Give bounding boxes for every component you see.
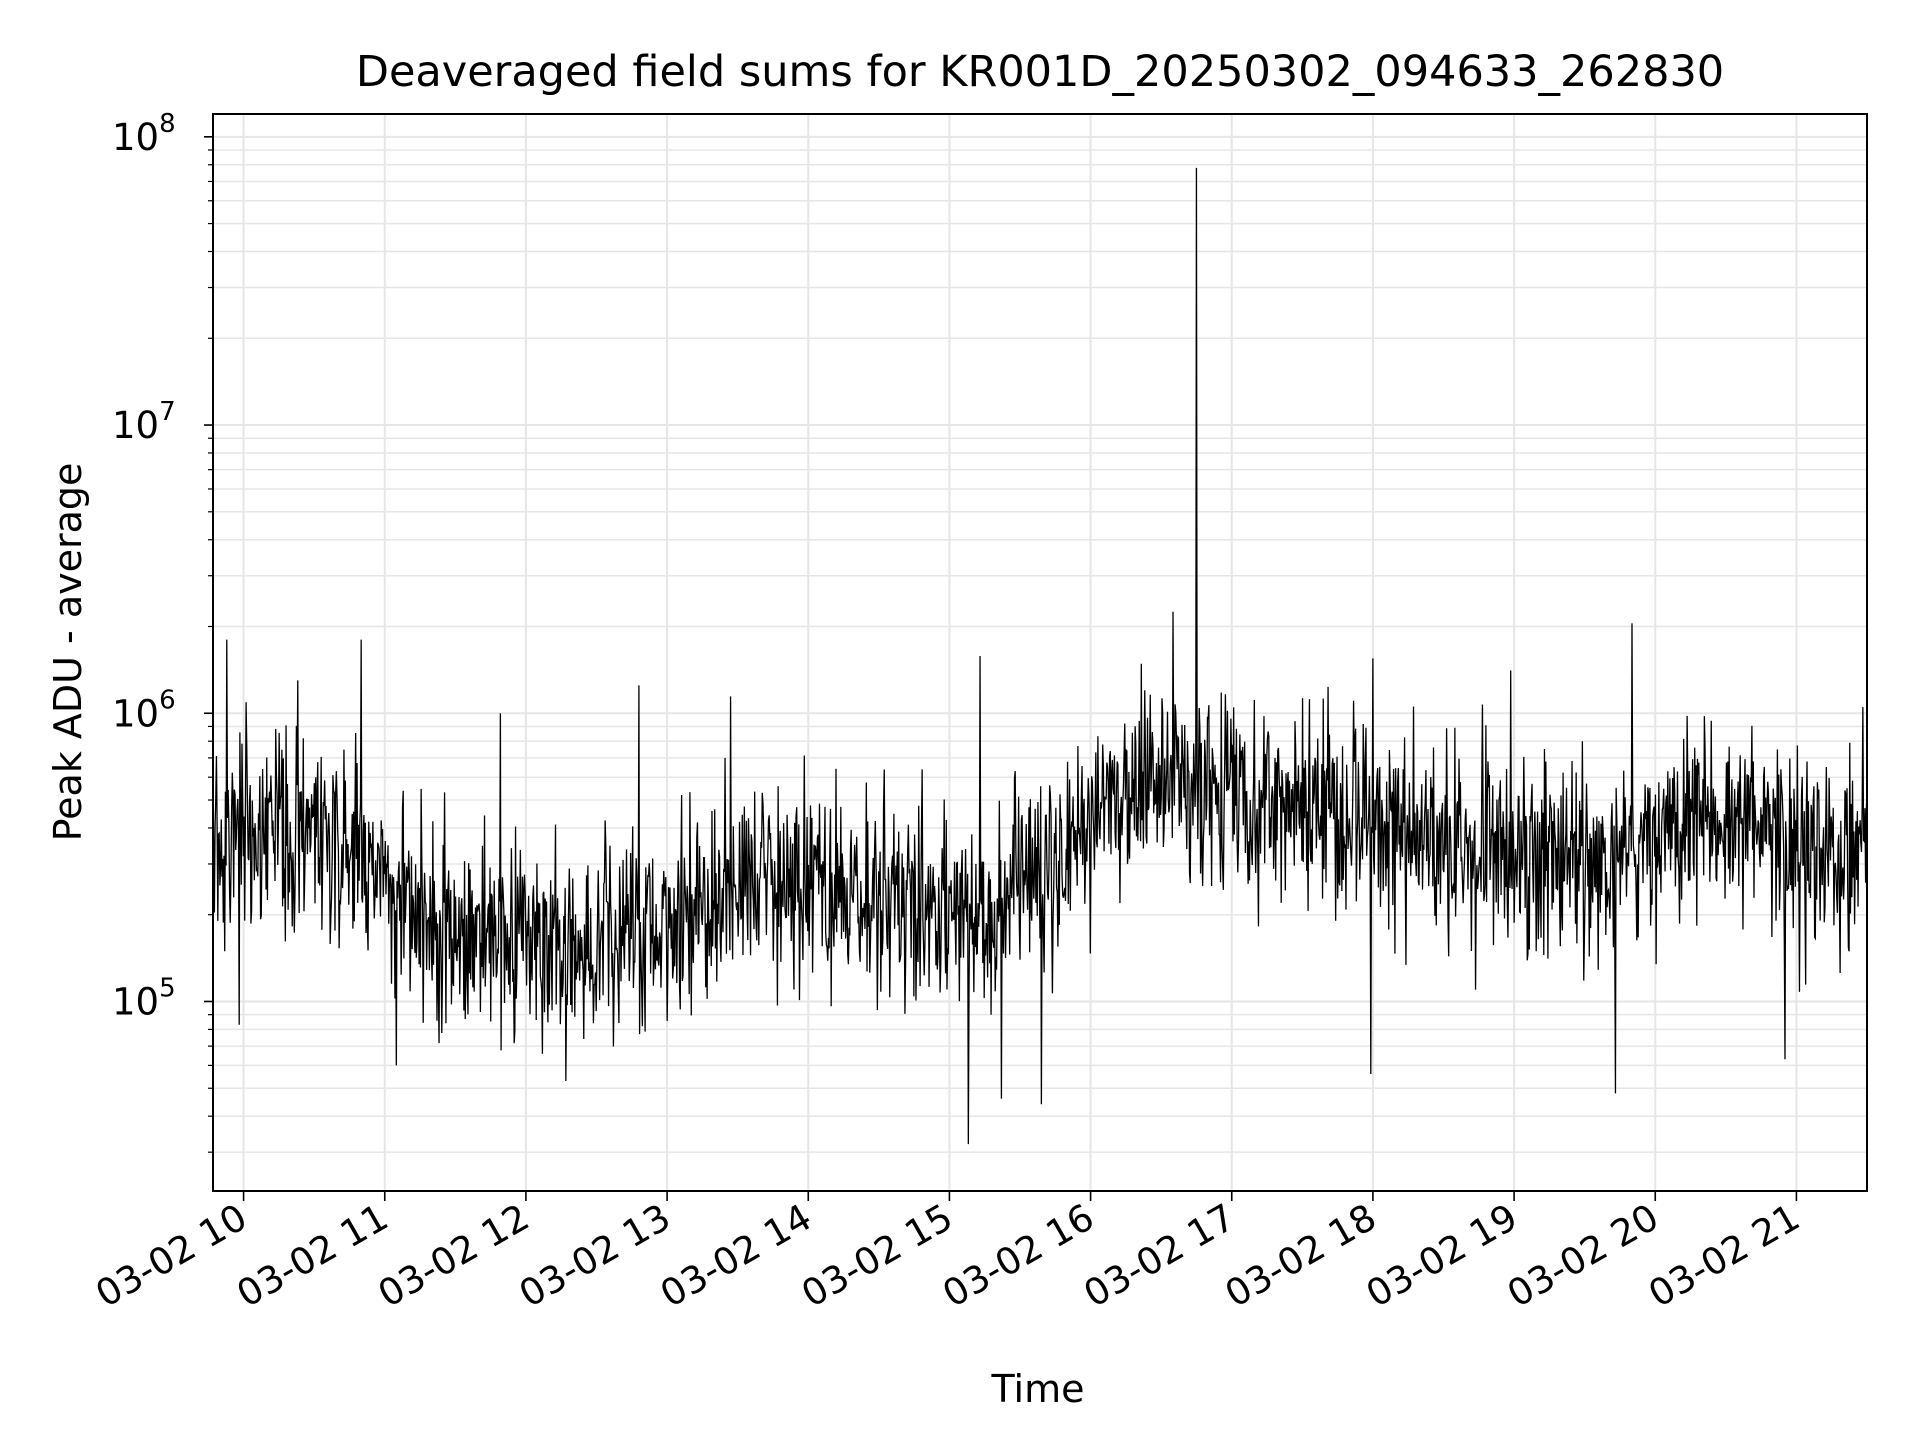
y-tick-label: 105 [112,973,176,1023]
chart-title: Deaveraged field sums for KR001D_2025030… [356,47,1724,97]
plot-frame [212,113,1868,1192]
major-grid [213,114,1867,1191]
x-axis-label: Time [991,1367,1085,1411]
series-line [212,167,1868,1145]
y-axis-label: Peak ADU - average [46,463,90,842]
